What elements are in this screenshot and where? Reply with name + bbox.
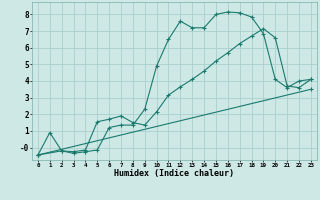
X-axis label: Humidex (Indice chaleur): Humidex (Indice chaleur)	[115, 169, 234, 178]
